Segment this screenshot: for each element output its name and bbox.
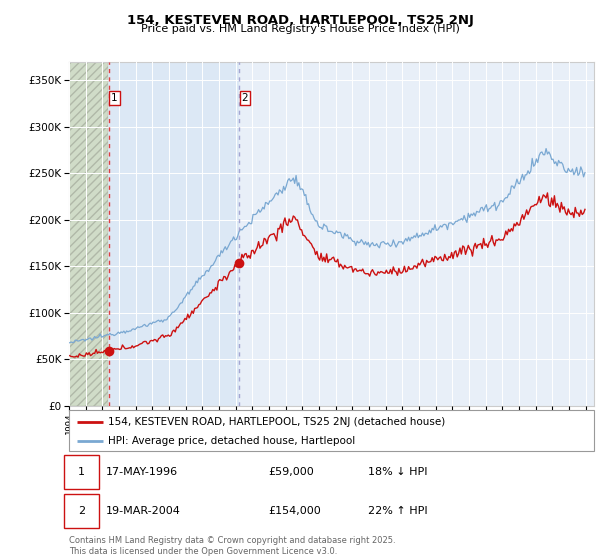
Text: HPI: Average price, detached house, Hartlepool: HPI: Average price, detached house, Hart… <box>109 436 356 446</box>
Text: 19-MAR-2004: 19-MAR-2004 <box>106 506 181 516</box>
Text: 1: 1 <box>78 467 85 477</box>
Text: 2: 2 <box>242 93 248 103</box>
Text: 154, KESTEVEN ROAD, HARTLEPOOL, TS25 2NJ (detached house): 154, KESTEVEN ROAD, HARTLEPOOL, TS25 2NJ… <box>109 417 446 427</box>
Text: 17-MAY-1996: 17-MAY-1996 <box>106 467 178 477</box>
Text: 1: 1 <box>111 93 118 103</box>
Text: 18% ↓ HPI: 18% ↓ HPI <box>368 467 428 477</box>
Bar <box>69 62 109 406</box>
Text: £154,000: £154,000 <box>269 506 321 516</box>
Bar <box>69 62 109 406</box>
Text: Price paid vs. HM Land Registry's House Price Index (HPI): Price paid vs. HM Land Registry's House … <box>140 24 460 34</box>
Text: 154, KESTEVEN ROAD, HARTLEPOOL, TS25 2NJ: 154, KESTEVEN ROAD, HARTLEPOOL, TS25 2NJ <box>127 14 473 27</box>
FancyBboxPatch shape <box>64 455 100 489</box>
Text: £59,000: £59,000 <box>269 467 314 477</box>
Text: 2: 2 <box>78 506 85 516</box>
FancyBboxPatch shape <box>69 410 594 451</box>
Bar <box>109 62 239 406</box>
Text: 22% ↑ HPI: 22% ↑ HPI <box>368 506 428 516</box>
Text: Contains HM Land Registry data © Crown copyright and database right 2025.
This d: Contains HM Land Registry data © Crown c… <box>69 536 395 556</box>
FancyBboxPatch shape <box>64 494 100 529</box>
